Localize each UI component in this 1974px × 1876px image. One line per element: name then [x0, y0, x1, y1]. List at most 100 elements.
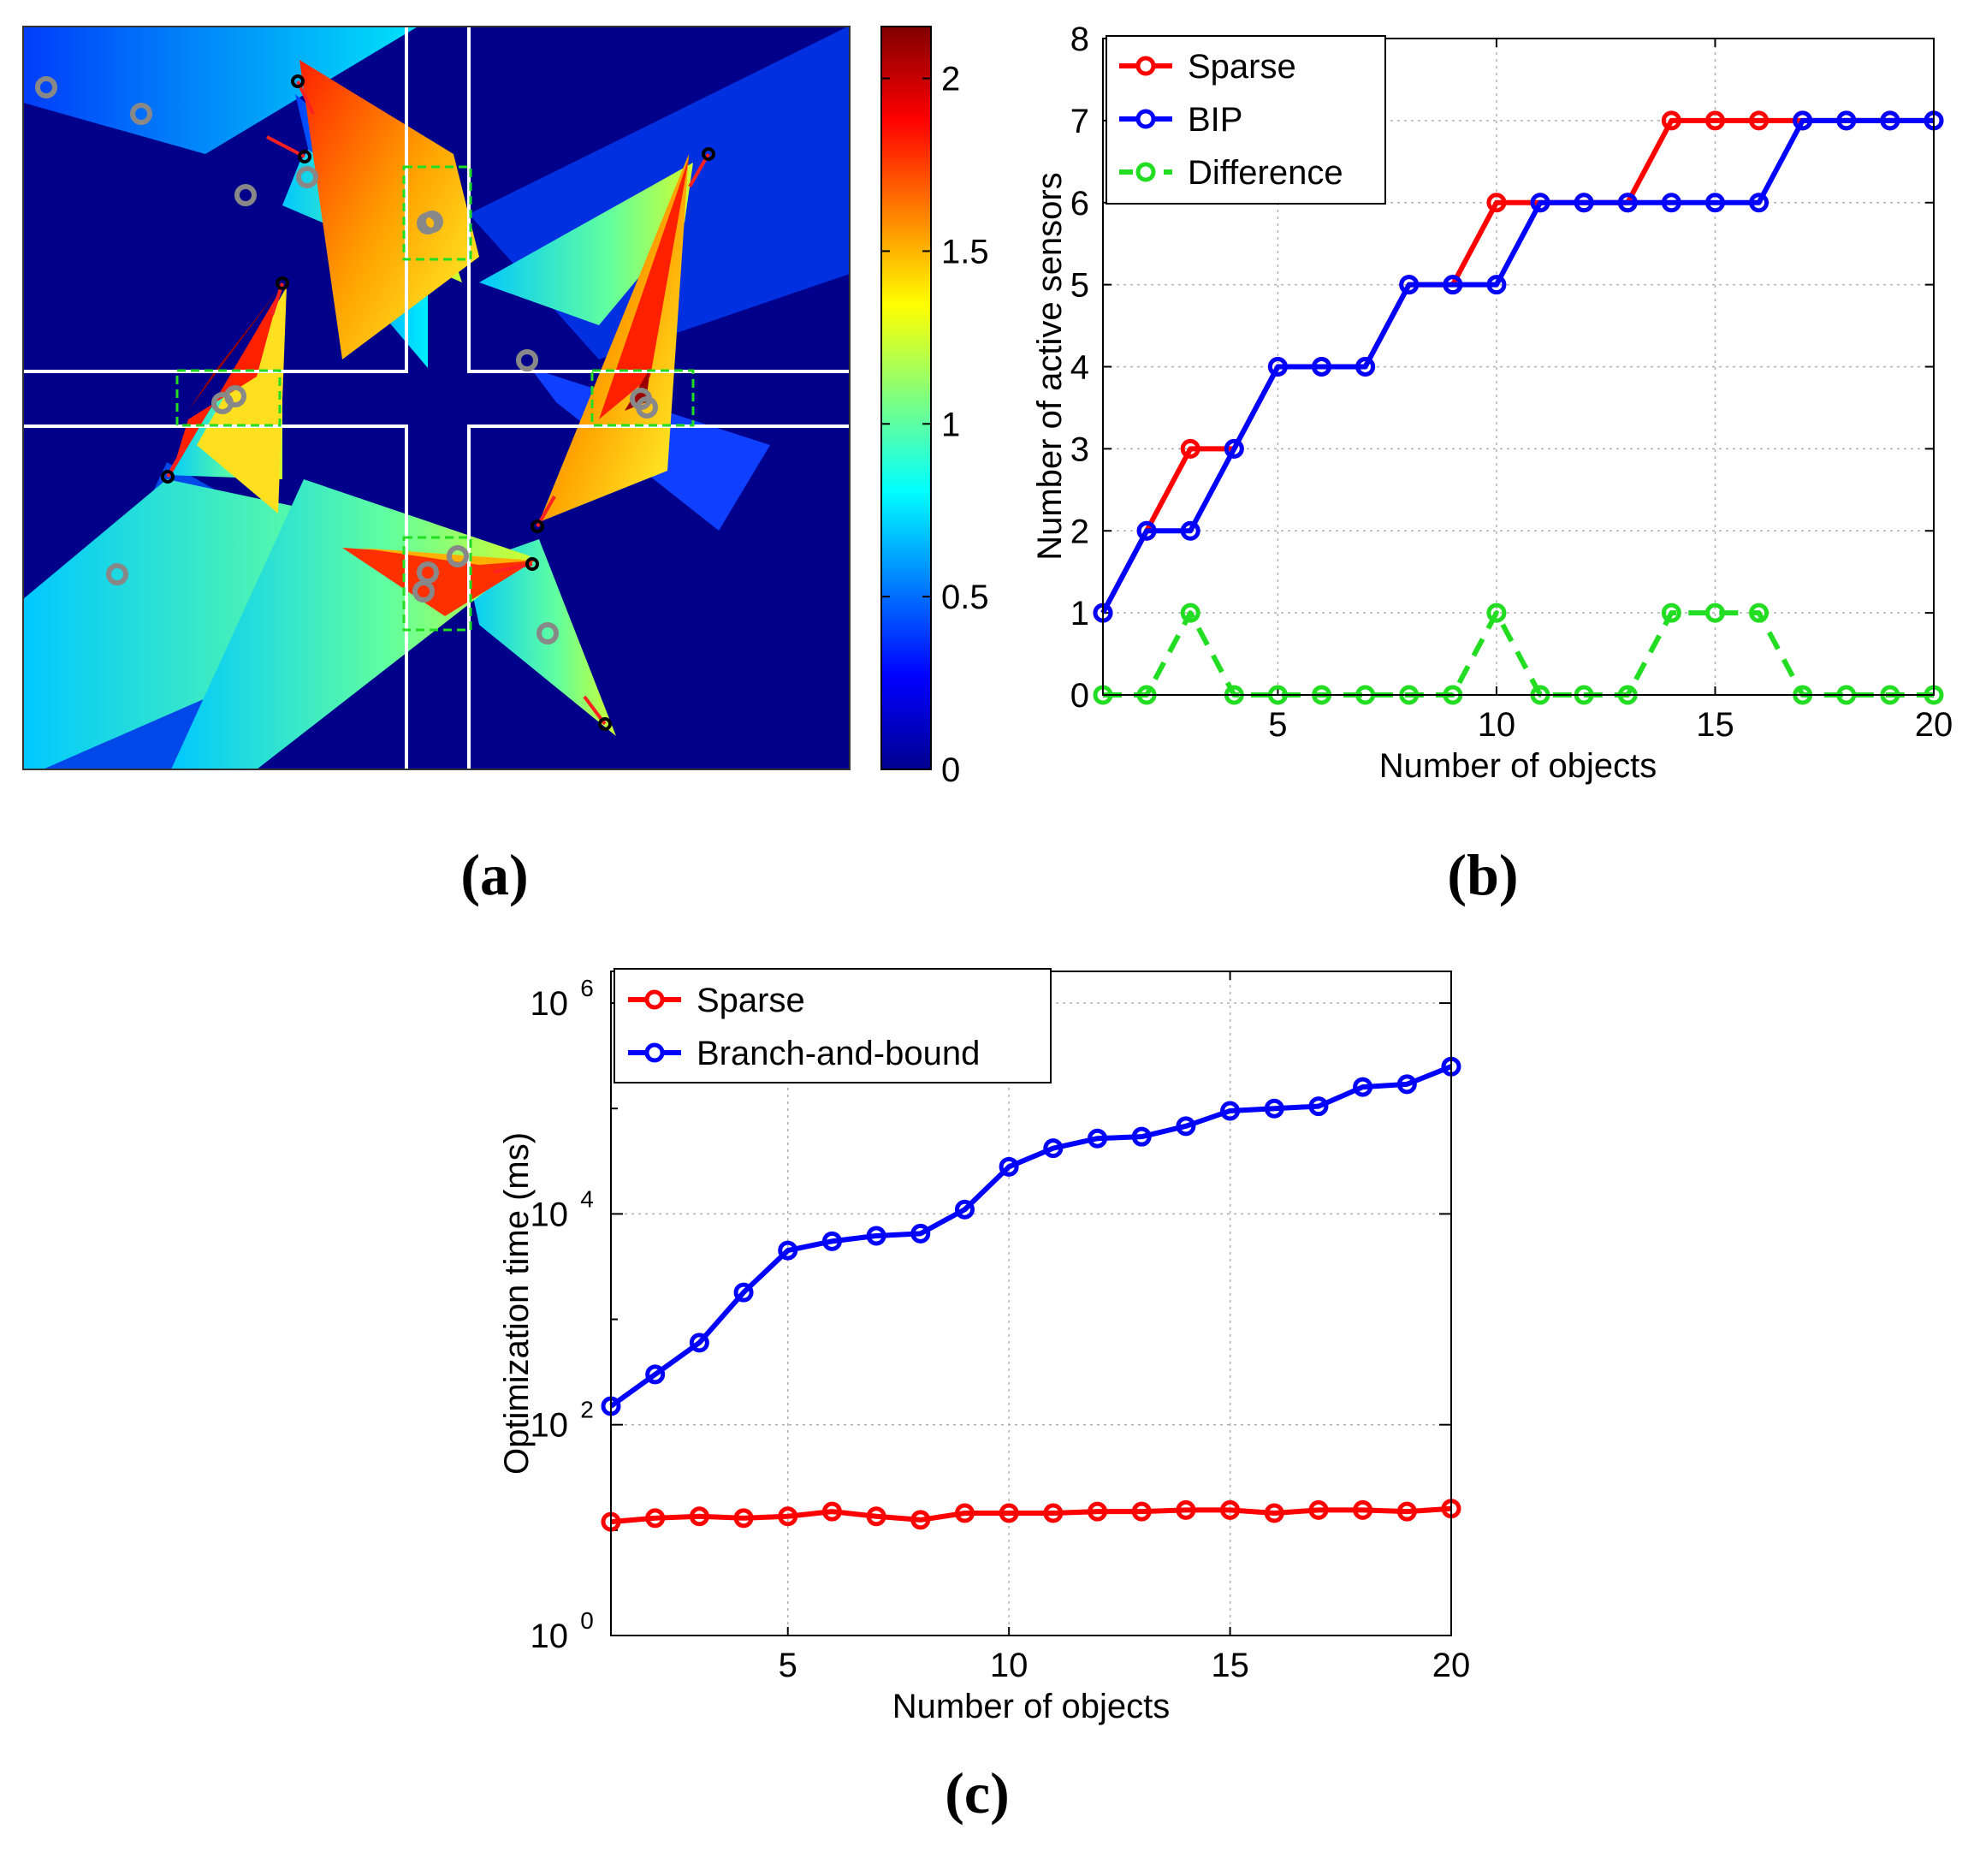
series-line-difference	[1103, 610, 1934, 698]
object-marker	[106, 563, 128, 585]
data-point	[1399, 275, 1420, 295]
y-tick-exponent: 6	[580, 975, 594, 1001]
data-point	[1180, 520, 1200, 541]
object-marker	[636, 396, 658, 419]
data-point	[1308, 1499, 1329, 1520]
y-tick-label: 4	[1070, 349, 1089, 387]
optimization-time-chart: 5 10 15 20 10 0 10 2 10 4 10 6 Number of objects Op…	[498, 968, 1471, 1725]
walls	[23, 27, 850, 769]
x-tick-label: 20	[1432, 1647, 1471, 1684]
data-point	[1312, 357, 1332, 377]
y-tick-label: 6	[1070, 185, 1089, 223]
sensor	[531, 496, 556, 533]
legend-label: Difference	[1188, 154, 1343, 192]
object-marker	[421, 211, 443, 233]
x-axis-label: Number of objects	[892, 1688, 1171, 1725]
axis-ticks: 5 10 15 20 10 0 10 2 10 4 10 6	[531, 971, 1471, 1684]
data-point	[1355, 357, 1376, 377]
data-point	[1661, 110, 1681, 131]
axis-ticks: 5 10 15 20 0 1 2 3 4 5 6 7 8	[1070, 21, 1953, 744]
y-tick-label: 8	[1070, 21, 1089, 58]
y-tick-label: 3	[1070, 430, 1089, 468]
y-tick-label: 1	[1070, 595, 1089, 632]
sensor	[291, 74, 315, 115]
coverage-cone	[188, 287, 281, 411]
data-point	[1220, 1499, 1241, 1520]
legend-label: Sparse	[697, 982, 805, 1019]
colorbar-ticks: 0 0.5 1 1.5 2	[881, 61, 989, 789]
legend-box	[614, 968, 1052, 1083]
object-marker	[447, 545, 469, 567]
coverage-cone	[479, 163, 693, 325]
object-marker	[224, 385, 246, 407]
data-point	[689, 1506, 709, 1527]
colorbar-tick-label: 1	[941, 406, 960, 443]
x-tick-label: 15	[1211, 1647, 1249, 1684]
data-point	[1396, 1501, 1417, 1522]
coverage-cone	[23, 27, 418, 154]
legend: Sparse Branch-and-bound	[614, 968, 1052, 1083]
panel-label-a: (a)	[460, 842, 528, 907]
data-point	[1486, 603, 1507, 623]
y-axis-label: Optimization time (ms)	[498, 1132, 536, 1475]
data-point	[1180, 603, 1200, 623]
data-point	[1131, 1126, 1152, 1147]
data-point	[1224, 438, 1244, 459]
data-point	[1353, 1077, 1373, 1097]
colorbar: 0 0.5 1 1.5 2	[880, 26, 989, 789]
data-point	[733, 1282, 754, 1303]
plot-frame	[1102, 38, 1935, 696]
y-tick-label: 10	[531, 1196, 569, 1233]
sensor	[493, 557, 539, 573]
data-point	[954, 1199, 975, 1220]
data-point	[1530, 193, 1550, 213]
data-point	[1176, 1116, 1196, 1137]
legend-marker	[1135, 56, 1156, 76]
data-point	[1486, 275, 1507, 295]
data-point	[910, 1510, 931, 1530]
object-marker	[35, 76, 57, 98]
colorbar-tick-label: 0	[941, 751, 960, 789]
active-sensors-chart: 5 10 15 20 0 1 2 3 4 5 6 7 8 Number of objects Numbe…	[1031, 21, 1953, 785]
data-point	[1267, 357, 1288, 377]
data-point	[1749, 603, 1769, 623]
data-point	[1353, 1499, 1373, 1520]
sensors	[161, 74, 715, 731]
sensor	[266, 135, 311, 163]
sensor	[688, 147, 715, 188]
data-point	[1264, 1503, 1284, 1523]
data-point	[1088, 1501, 1108, 1522]
colorbar-tick-label: 0.5	[941, 579, 989, 616]
sensor	[270, 276, 289, 316]
data-point	[954, 1503, 975, 1523]
object-marker	[516, 349, 538, 371]
data-point	[1180, 438, 1200, 459]
legend: Sparse BIP Difference	[1106, 35, 1386, 205]
y-tick-exponent: 4	[580, 1185, 594, 1212]
data-point	[1264, 1098, 1284, 1119]
coverage-cone	[171, 479, 531, 769]
data-point	[1704, 193, 1725, 213]
coverage-cone	[539, 154, 689, 522]
data-point	[1043, 1503, 1064, 1523]
y-tick-exponent: 2	[580, 1397, 594, 1423]
data-point	[1617, 193, 1638, 213]
data-point	[1486, 193, 1507, 213]
data-point	[1704, 603, 1725, 623]
y-tick-label: 7	[1070, 103, 1089, 140]
coverage-heatmap	[22, 26, 851, 770]
object-marker	[536, 622, 559, 644]
data-point	[1308, 1096, 1329, 1117]
data-point	[999, 1156, 1019, 1177]
legend-marker	[1135, 109, 1156, 129]
y-tick-exponent: 0	[580, 1607, 594, 1634]
data-point	[1704, 110, 1725, 131]
data-point	[1574, 193, 1594, 213]
x-tick-label: 5	[1268, 706, 1287, 744]
legend-marker	[644, 1042, 665, 1063]
data-point	[1793, 110, 1813, 131]
object-marker	[234, 184, 257, 206]
data-point	[778, 1506, 798, 1527]
target-regions	[175, 165, 695, 632]
